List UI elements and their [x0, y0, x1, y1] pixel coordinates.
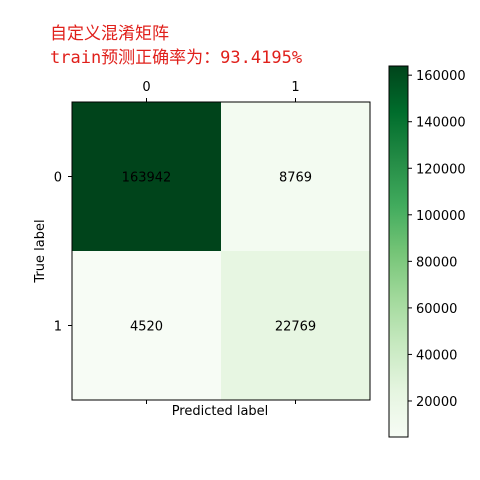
y-axis-ticks: 01: [54, 171, 72, 335]
y-axis-label: True label: [33, 219, 48, 283]
chart-title: 自定义混淆矩阵 train预测正确率为：93.4195%: [50, 24, 302, 68]
chart-title-line-2: train预测正确率为：93.4195%: [50, 48, 302, 68]
colorbar-tick-label-6: 140000: [416, 116, 466, 131]
colorbar-tick-label-5: 120000: [416, 162, 466, 177]
colorbar-tick-label-0: 20000: [416, 395, 457, 410]
matrix-frame: [71, 101, 371, 401]
colorbar-gradient-bar: [388, 65, 409, 438]
colorbar-tick-label-4: 100000: [416, 209, 466, 224]
cell-value-0-1: 8769: [279, 171, 312, 186]
matrix-cell-1-1: [221, 251, 370, 400]
cell-value-1-1: 22769: [275, 320, 316, 335]
colorbar-tick-label-3: 80000: [416, 255, 457, 270]
colorbar-tick-label-7: 160000: [416, 69, 466, 84]
confusion-matrix-plot: 163942 8769 4520 22769: [71, 101, 371, 401]
y-tick-label-1: 1: [54, 320, 62, 335]
matrix-cell-0-0: [72, 102, 221, 251]
cell-value-1-0: 4520: [130, 320, 163, 335]
x-tick-label-0: 0: [142, 80, 150, 95]
matrix-cell-1-0: [72, 251, 221, 400]
x-tick-label-1: 1: [291, 80, 299, 95]
colorbar: 20000 40000 60000 80000 100000 120000 140000 16…: [388, 65, 466, 438]
x-axis-label: Predicted label: [172, 404, 269, 419]
matrix-cell-0-1: [221, 102, 370, 251]
y-tick-label-0: 0: [54, 171, 62, 186]
colorbar-tick-label-1: 40000: [416, 348, 457, 363]
chart-title-line-1: 自定义混淆矩阵: [50, 24, 169, 44]
colorbar-tick-label-2: 60000: [416, 302, 457, 317]
cell-value-0-0: 163942: [122, 171, 172, 186]
